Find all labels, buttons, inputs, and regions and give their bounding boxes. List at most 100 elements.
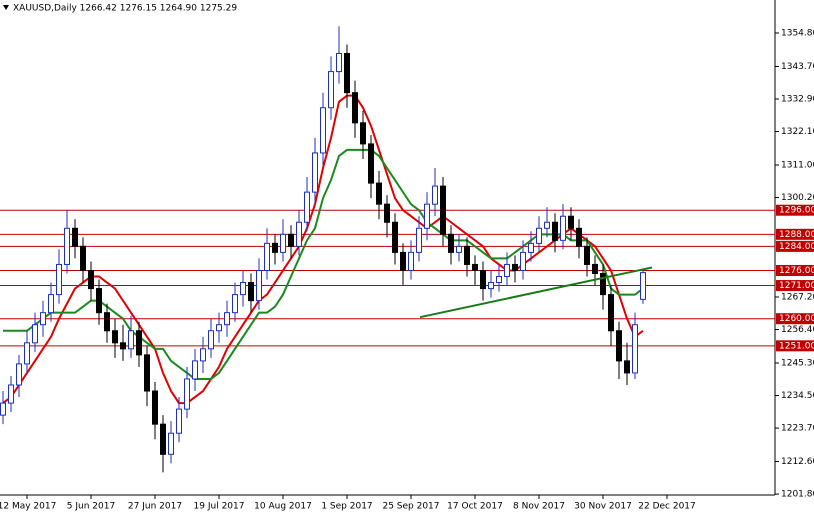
candle-body xyxy=(24,342,30,365)
level-label: 1251.00 xyxy=(779,341,814,351)
candle-body xyxy=(304,191,310,223)
candle-body xyxy=(280,233,286,253)
candle-body xyxy=(152,390,158,425)
chart-title: XAUUSD,Daily 1266.42 1276.15 1264.90 127… xyxy=(13,4,237,14)
candle-body xyxy=(464,245,470,265)
candle-body xyxy=(312,152,318,193)
candle-body xyxy=(416,227,422,253)
candle-body xyxy=(480,269,486,290)
x-tick-label: 22 Dec 2017 xyxy=(638,502,696,512)
level-label: 1260.00 xyxy=(779,314,814,324)
candle-body xyxy=(544,221,550,229)
x-tick-label: 12 May 2017 xyxy=(0,502,56,512)
candle-body xyxy=(616,330,622,362)
indicator-line xyxy=(2,94,644,405)
y-tick-label: 1300.20 xyxy=(781,193,814,203)
candle-body xyxy=(208,330,214,350)
trendline xyxy=(419,266,653,319)
candle-body xyxy=(112,330,118,344)
candle-body xyxy=(192,360,198,380)
candle-body xyxy=(600,272,606,296)
x-tick-label: 25 Sep 2017 xyxy=(382,502,439,512)
candle-body xyxy=(568,215,574,229)
candle-body xyxy=(144,354,150,392)
candle-body xyxy=(576,227,582,247)
candle-body xyxy=(32,324,38,344)
candle-body xyxy=(104,312,110,332)
candle-body xyxy=(392,221,398,253)
candle-body xyxy=(320,107,326,154)
candle-body xyxy=(608,294,614,332)
candle-body xyxy=(56,263,62,296)
candle-body xyxy=(160,423,166,455)
level-label: 1284.00 xyxy=(779,242,814,252)
y-tick-label: 1322.10 xyxy=(781,127,814,137)
candle-body xyxy=(472,263,478,271)
candle-body xyxy=(288,233,294,247)
candle-body xyxy=(528,242,534,253)
candle-body xyxy=(296,221,302,247)
candle-body xyxy=(376,182,382,205)
candle-body xyxy=(328,71,334,109)
candle-body xyxy=(584,245,590,265)
candle-body xyxy=(232,294,238,314)
candle-body xyxy=(264,242,270,271)
x-tick-label: 10 Aug 2017 xyxy=(254,502,312,512)
level-label: 1276.00 xyxy=(779,266,814,276)
candle-body xyxy=(496,276,502,284)
x-tick-label: 8 Nov 2017 xyxy=(513,502,565,512)
x-tick-label: 30 Nov 2017 xyxy=(574,502,632,512)
menu-icon[interactable] xyxy=(3,5,9,10)
candle-body xyxy=(64,227,70,265)
y-tick-label: 1343.70 xyxy=(781,62,814,72)
candle-body xyxy=(0,402,6,416)
level-label-box xyxy=(776,228,814,240)
candle-body xyxy=(504,263,510,278)
candle-body xyxy=(16,363,22,386)
candle-body xyxy=(96,288,102,314)
candle-body xyxy=(400,251,406,271)
x-tick-label: 1 Sep 2017 xyxy=(321,502,372,512)
candle-body xyxy=(8,384,14,404)
candle-body xyxy=(224,312,230,326)
x-tick-label: 5 Jun 2017 xyxy=(67,502,115,512)
x-tick-label: 27 Jun 2017 xyxy=(128,502,182,512)
candle-body xyxy=(48,294,54,314)
y-tick-label: 1267.20 xyxy=(781,293,814,303)
level-label: 1288.00 xyxy=(779,230,814,240)
candle-body xyxy=(448,233,454,253)
level-label-box xyxy=(776,240,814,252)
level-label-box xyxy=(776,204,814,216)
candle-body xyxy=(344,52,350,94)
candle-body xyxy=(80,245,86,271)
candle-body xyxy=(240,282,246,296)
candle-body xyxy=(216,324,222,332)
y-tick-label: 1354.80 xyxy=(781,29,814,39)
candle-body xyxy=(560,215,566,241)
y-tick-label: 1223.70 xyxy=(781,424,814,434)
candle-body xyxy=(552,221,558,241)
candle-body xyxy=(184,378,190,410)
x-tick-label: 19 Jul 2017 xyxy=(194,502,245,512)
y-tick-label: 1245.30 xyxy=(781,359,814,369)
y-tick-label: 1212.60 xyxy=(781,457,814,467)
candle-body xyxy=(512,263,518,271)
candle-body xyxy=(408,251,414,271)
y-tick-label: 1234.50 xyxy=(781,391,814,401)
candle-body xyxy=(256,269,262,302)
candle-body xyxy=(336,52,342,73)
level-label-box xyxy=(776,280,814,292)
candle-body xyxy=(248,282,254,302)
candle-body xyxy=(432,185,438,205)
candle-body xyxy=(40,312,46,326)
level-label-box xyxy=(776,313,814,325)
candle-body xyxy=(624,360,630,374)
y-tick-label: 1256.40 xyxy=(781,325,814,335)
y-tick-label: 1311.00 xyxy=(781,161,814,171)
level-label-box xyxy=(776,340,814,352)
candle-body xyxy=(136,330,142,356)
candle-body xyxy=(88,269,94,290)
candle-body xyxy=(120,342,126,350)
